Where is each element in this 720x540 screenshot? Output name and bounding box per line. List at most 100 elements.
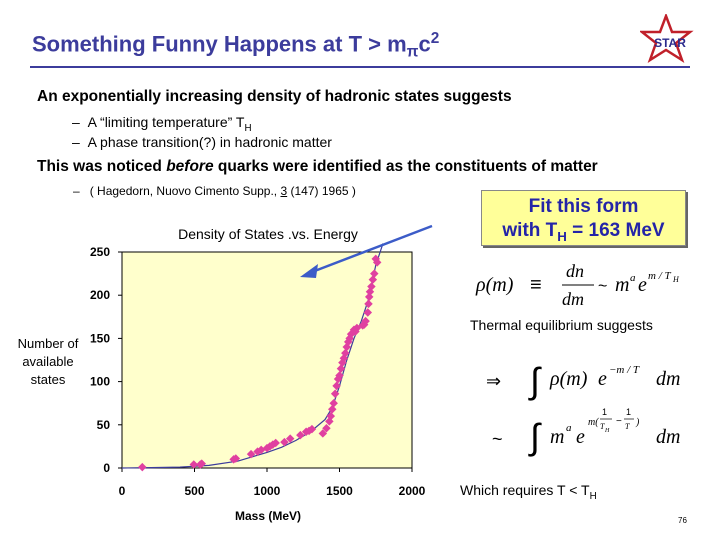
y-tick-label: 150 (90, 331, 110, 345)
svg-text:T: T (600, 422, 605, 431)
svg-text:dm: dm (562, 289, 584, 309)
data-points (138, 254, 382, 472)
x-axis-label: Mass (MeV) (235, 509, 301, 523)
svg-text:dm: dm (656, 426, 680, 448)
bullet-2: This was noticed before quarks were iden… (37, 158, 598, 175)
svg-text:H: H (604, 428, 610, 434)
requires-text: Which requires T < TH (460, 482, 597, 502)
svg-text:m(: m( (588, 417, 599, 428)
formula-density: ρ(m) ≡ dn dm ~ m a e m / T H (475, 261, 680, 309)
data-point (330, 389, 340, 398)
svg-text:e: e (638, 274, 647, 296)
svg-text:e: e (598, 368, 607, 390)
y-tick-label: 50 (97, 418, 111, 432)
sub-bullet-1: – A “limiting temperature” TH (72, 114, 252, 134)
slide-title: Something Funny Happens at T > mπc2 (32, 30, 439, 62)
svg-text:a: a (566, 422, 572, 434)
data-point (335, 371, 344, 380)
fit-curve (121, 243, 384, 469)
svg-text:⇒: ⇒ (486, 371, 501, 391)
svg-text:m: m (550, 426, 564, 448)
data-point (296, 430, 305, 440)
data-point (364, 299, 373, 309)
svg-text:a: a (630, 272, 636, 284)
title-sup: 2 (430, 30, 440, 47)
data-point (328, 405, 337, 414)
svg-text:~: ~ (492, 429, 503, 449)
star-logo-text: STAR (654, 36, 686, 50)
star-logo: STAR (640, 14, 694, 63)
svg-text:m: m (615, 274, 629, 296)
svg-text:T: T (625, 422, 630, 431)
y-axis: 0 50 100 150 200 250 (90, 245, 122, 475)
data-point (285, 434, 295, 443)
data-point (329, 398, 338, 408)
svg-text:~: ~ (598, 278, 607, 295)
y-axis-label-line: states (31, 372, 66, 387)
data-point (332, 381, 341, 391)
thermal-text: Thermal equilibrium suggests (470, 317, 653, 333)
x-axis: 0 500 1000 1500 2000 (119, 468, 426, 498)
y-axis-label-line: Number of (18, 336, 79, 351)
svg-text:ρ(m): ρ(m) (475, 274, 514, 296)
formula-panel: ρ(m) ≡ dn dm ~ m a e m / T H Thermal equ… (470, 261, 680, 457)
x-tick-label: 0 (119, 484, 126, 498)
sub-bullet-2: – A phase transition(?) in hadronic matt… (72, 134, 332, 150)
data-point (363, 308, 373, 317)
data-point (189, 460, 199, 469)
page-number: 76 (678, 516, 687, 525)
callout-arrow (311, 224, 433, 274)
svg-text:∫: ∫ (528, 360, 542, 401)
svg-text:dm: dm (656, 368, 680, 390)
y-tick-label: 200 (90, 288, 110, 302)
svg-text:ρ(m): ρ(m) (549, 368, 588, 390)
data-point (231, 454, 241, 463)
svg-text:m / T: m / T (648, 270, 672, 282)
data-point (341, 348, 350, 358)
plot-area (121, 251, 413, 469)
svg-text:1: 1 (602, 407, 607, 417)
svg-text:−m / T: −m / T (609, 364, 640, 376)
title-underline (30, 66, 690, 68)
data-point (364, 292, 374, 302)
data-point (370, 269, 379, 278)
x-tick-label: 1500 (326, 484, 353, 498)
data-point (326, 411, 336, 421)
y-axis-label-line: available (22, 354, 73, 369)
x-tick-label: 2000 (399, 484, 426, 498)
y-axis-label: Number of available states (18, 336, 79, 387)
y-tick-label: 0 (103, 461, 110, 475)
svg-text:∫: ∫ (528, 416, 542, 457)
svg-text:): ) (635, 417, 640, 428)
data-point (246, 449, 256, 459)
data-point (318, 429, 328, 438)
data-point (336, 364, 346, 373)
formula-integral-2: ~ ∫ m a e m( 1 T H − 1 T ) dm (492, 407, 680, 457)
formula-integral-1: ⇒ ∫ ρ(m) e −m / T dm (486, 360, 680, 401)
data-point (367, 282, 376, 291)
callout-arrowhead (300, 264, 318, 278)
y-tick-label: 100 (90, 375, 110, 389)
reference: – ( Hagedorn, Nuovo Cimento Supp., 3 (14… (73, 184, 356, 198)
svg-text:H: H (672, 275, 680, 284)
x-tick-label: 1000 (254, 484, 281, 498)
data-point (322, 424, 331, 433)
y-tick-label: 250 (90, 245, 110, 259)
svg-text:≡: ≡ (530, 274, 542, 296)
svg-text:−: − (616, 416, 622, 427)
data-point (307, 424, 317, 434)
title-sub: π (406, 43, 419, 61)
x-tick-label: 500 (184, 484, 204, 498)
data-point (280, 437, 289, 447)
svg-text:e: e (576, 426, 585, 448)
data-point (197, 459, 206, 468)
fit-callout: Fit this form with TH = 163 MeV (481, 190, 686, 246)
title-main: Something Funny Happens at T > m (32, 31, 407, 57)
data-point (271, 438, 280, 448)
chart-title: Density of States .vs. Energy (178, 226, 358, 242)
svg-text:1: 1 (626, 407, 631, 417)
bullet-1: An exponentially increasing density of h… (37, 88, 512, 105)
data-point (361, 316, 370, 326)
title-tail: c (418, 31, 431, 57)
